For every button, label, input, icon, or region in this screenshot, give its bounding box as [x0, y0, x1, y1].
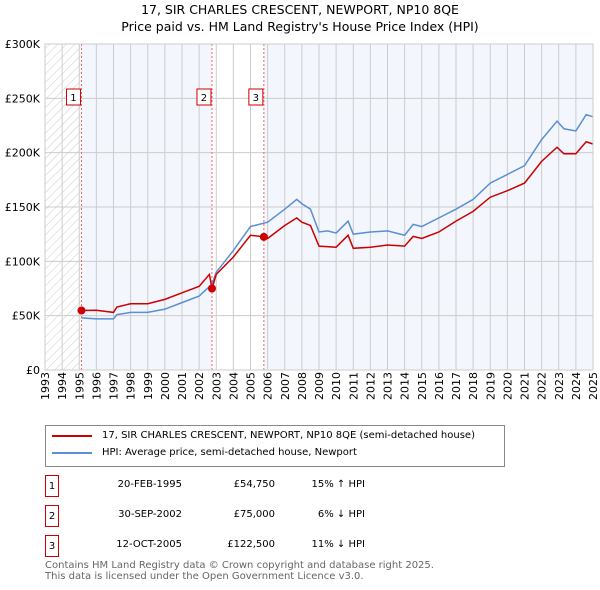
legend-property: 17, SIR CHARLES CRESCENT, NEWPORT, NP10 … [102, 430, 475, 441]
x-tick-label: 2017 [450, 372, 463, 400]
y-tick-label: £0 [26, 364, 40, 377]
sale-price: £54,750 [233, 479, 275, 490]
x-tick-label: 2006 [262, 372, 275, 400]
sale-hpi-diff: 11% ↓ HPI [311, 539, 365, 550]
x-tick-label: 2003 [210, 372, 223, 400]
x-tick-label: 2015 [416, 372, 429, 400]
x-tick-label: 2021 [519, 372, 532, 400]
x-tick-label: 2025 [587, 372, 600, 400]
x-tick-label: 2014 [399, 372, 412, 400]
footer: Contains HM Land Registry data © Crown c… [45, 560, 434, 582]
sale-point [207, 284, 216, 293]
legend-hpi: HPI: Average price, semi-detached house,… [102, 447, 357, 458]
sale-number: 3 [45, 535, 59, 557]
x-tick-label: 2008 [296, 372, 309, 400]
sale-date: 12-OCT-2005 [116, 539, 182, 550]
x-tick-label: 2000 [159, 372, 172, 400]
y-tick-label: £250K [5, 92, 41, 105]
sale-point [259, 232, 268, 241]
x-tick-label: 2012 [364, 372, 377, 400]
y-tick-label: £150K [5, 201, 41, 214]
footer-line2: This data is licensed under the Open Gov… [45, 571, 364, 582]
legend-swatch-property [52, 434, 92, 437]
property-line [81, 140, 594, 314]
y-tick-label: £100K [5, 255, 41, 268]
price-chart: 1 2 3 1993 1994 1995 1996 1997 1998 1999 2000 2001 2… [5, 38, 600, 400]
x-tick-label: 2001 [176, 372, 189, 400]
sale-label: 3 [253, 93, 259, 104]
x-tick-label: 2007 [279, 372, 292, 400]
x-tick-label: 2005 [245, 372, 258, 400]
x-tick-label: 2019 [484, 372, 497, 400]
sale-date: 30-SEP-2002 [118, 509, 182, 520]
sale-hpi-diff: 6% ↓ HPI [317, 509, 365, 520]
sale-label: 2 [201, 93, 207, 104]
footer-line1: Contains HM Land Registry data © Crown c… [45, 560, 434, 571]
x-tick-label: 2013 [382, 372, 395, 400]
sale-date: 20-FEB-1995 [117, 479, 182, 490]
sale-number: 2 [45, 505, 59, 527]
chart-legend: 17, SIR CHARLES CRESCENT, NEWPORT, NP10 … [45, 425, 505, 467]
sale-number: 1 [45, 475, 59, 497]
x-tick-label: 1999 [142, 372, 155, 400]
x-tick-label: 2020 [501, 372, 514, 400]
x-tick-label: 1998 [125, 372, 138, 400]
chart-subtitle: Price paid vs. HM Land Registry's House … [121, 19, 479, 34]
sale-point [77, 306, 86, 315]
x-tick-label: 2011 [347, 372, 360, 400]
hpi-line [81, 113, 594, 320]
x-tick-label: 2002 [193, 372, 206, 400]
sale-label-box [248, 88, 264, 106]
x-tick-label: 2016 [433, 372, 446, 400]
sale-price: £75,000 [233, 509, 275, 520]
y-tick-label: £50K [12, 310, 41, 323]
x-tick-label: 1993 [39, 372, 52, 400]
chart-title: 17, SIR CHARLES CRESCENT, NEWPORT, NP10 … [141, 2, 459, 17]
x-tick-label: 2018 [467, 372, 480, 400]
x-tick-label: 1996 [90, 372, 103, 400]
y-tick-label: £200K [5, 147, 41, 160]
sale-hpi-diff: 15% ↑ HPI [311, 479, 365, 490]
x-tick-label: 2022 [536, 372, 549, 400]
sale-label-box [65, 88, 81, 106]
x-tick-label: 1997 [108, 372, 121, 400]
sale-label: 1 [70, 93, 76, 104]
x-tick-label: 1994 [56, 372, 69, 400]
legend-swatch-hpi [52, 451, 92, 454]
x-tick-label: 2010 [330, 372, 343, 400]
x-tick-label: 2004 [227, 372, 240, 400]
x-tick-label: 1995 [73, 372, 86, 400]
y-tick-label: £300K [5, 38, 41, 51]
x-tick-label: 2023 [553, 372, 566, 400]
x-tick-label: 2024 [570, 372, 583, 400]
sale-price: £122,500 [227, 539, 275, 550]
sale-label-box [196, 88, 212, 106]
x-tick-label: 2009 [313, 372, 326, 400]
plot-border [44, 43, 594, 371]
